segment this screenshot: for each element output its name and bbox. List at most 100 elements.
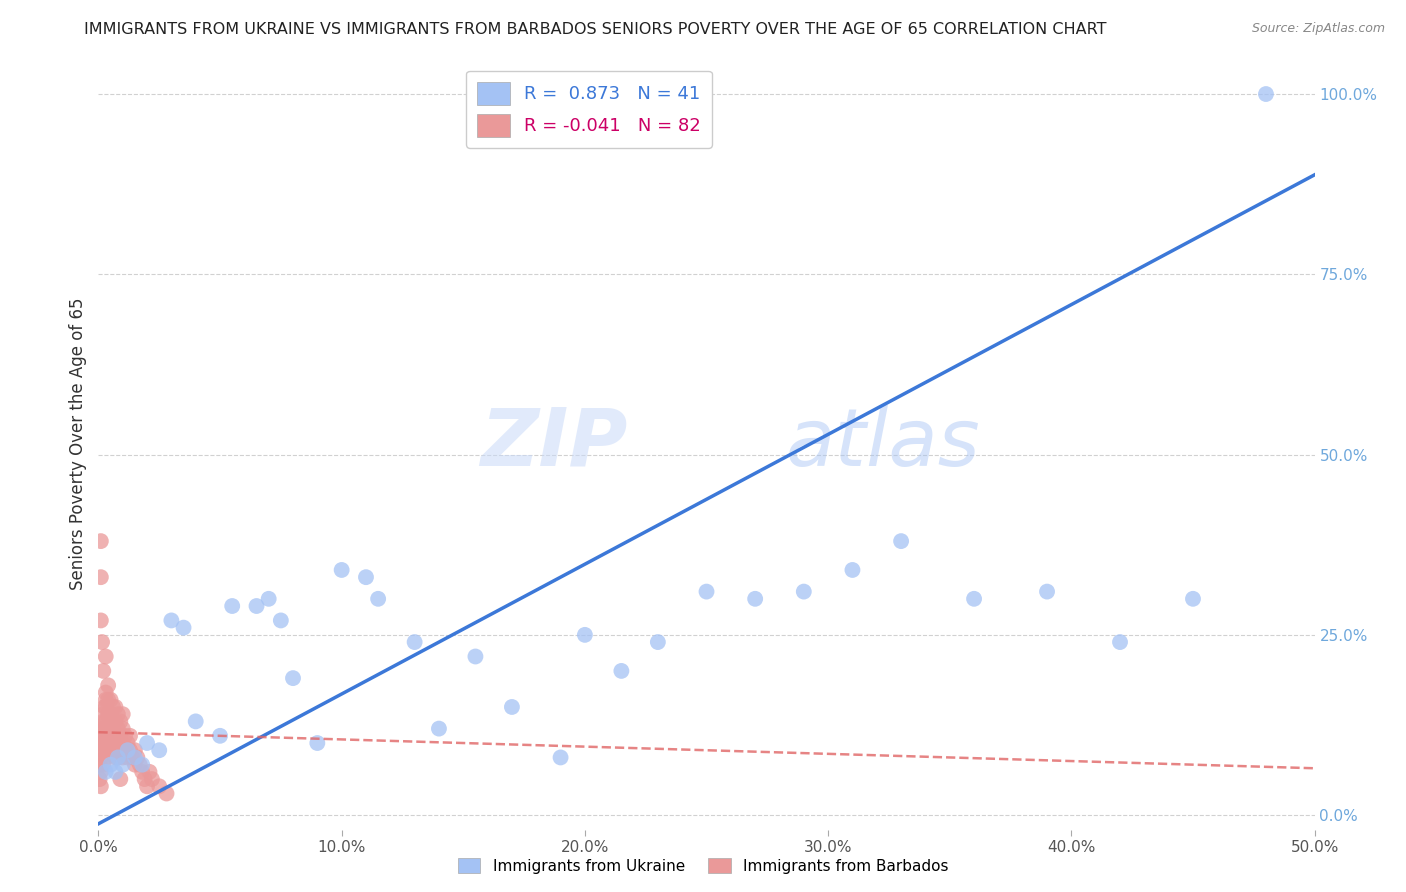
Point bbox=[367, 591, 389, 606]
Point bbox=[91, 743, 114, 757]
Point bbox=[117, 750, 139, 764]
Legend: Immigrants from Ukraine, Immigrants from Barbados: Immigrants from Ukraine, Immigrants from… bbox=[451, 852, 955, 880]
Point bbox=[127, 750, 149, 764]
Point bbox=[111, 707, 134, 722]
Point bbox=[90, 736, 112, 750]
Point bbox=[89, 772, 111, 786]
Point bbox=[91, 664, 114, 678]
Point bbox=[1109, 635, 1132, 649]
Point bbox=[94, 736, 117, 750]
Point bbox=[136, 736, 159, 750]
Point bbox=[281, 671, 304, 685]
Point bbox=[96, 729, 118, 743]
Point bbox=[94, 700, 117, 714]
Point bbox=[94, 692, 117, 706]
Point bbox=[100, 722, 122, 736]
Point bbox=[131, 757, 153, 772]
Point bbox=[110, 772, 132, 786]
Point bbox=[404, 635, 426, 649]
Point bbox=[91, 714, 114, 729]
Point bbox=[107, 750, 129, 764]
Point bbox=[117, 736, 139, 750]
Point bbox=[464, 649, 486, 664]
Point bbox=[91, 707, 114, 722]
Point bbox=[104, 750, 127, 764]
Point bbox=[148, 779, 170, 793]
Point bbox=[90, 764, 112, 779]
Point bbox=[91, 736, 114, 750]
Point bbox=[107, 750, 129, 764]
Point bbox=[173, 621, 195, 635]
Point bbox=[110, 729, 132, 743]
Point bbox=[90, 722, 112, 736]
Point bbox=[128, 757, 150, 772]
Point bbox=[91, 729, 114, 743]
Point bbox=[427, 722, 450, 736]
Y-axis label: Seniors Poverty Over the Age of 65: Seniors Poverty Over the Age of 65 bbox=[69, 298, 87, 590]
Point bbox=[101, 736, 124, 750]
Point bbox=[111, 757, 134, 772]
Point bbox=[550, 750, 572, 764]
Point bbox=[101, 736, 124, 750]
Point bbox=[155, 787, 177, 801]
Point bbox=[107, 707, 129, 722]
Point bbox=[97, 722, 120, 736]
Point bbox=[209, 729, 232, 743]
Text: atlas: atlas bbox=[786, 405, 980, 483]
Point bbox=[104, 714, 127, 729]
Point bbox=[141, 772, 163, 786]
Point bbox=[91, 743, 114, 757]
Point bbox=[104, 729, 127, 743]
Point bbox=[793, 584, 815, 599]
Point bbox=[100, 692, 122, 706]
Point bbox=[131, 764, 153, 779]
Point bbox=[307, 736, 329, 750]
Point bbox=[124, 757, 146, 772]
Point bbox=[94, 764, 117, 779]
Text: ZIP: ZIP bbox=[479, 405, 627, 483]
Point bbox=[574, 628, 596, 642]
Point bbox=[696, 584, 718, 599]
Point bbox=[160, 614, 183, 628]
Point bbox=[91, 635, 114, 649]
Point bbox=[93, 722, 115, 736]
Point bbox=[100, 707, 122, 722]
Point bbox=[963, 591, 986, 606]
Point bbox=[354, 570, 377, 584]
Text: Source: ZipAtlas.com: Source: ZipAtlas.com bbox=[1251, 22, 1385, 36]
Point bbox=[94, 714, 117, 729]
Point bbox=[100, 736, 122, 750]
Point bbox=[124, 750, 146, 764]
Point bbox=[94, 722, 117, 736]
Point bbox=[1036, 584, 1059, 599]
Legend: R =  0.873   N = 41, R = -0.041   N = 82: R = 0.873 N = 41, R = -0.041 N = 82 bbox=[467, 70, 711, 148]
Point bbox=[890, 534, 912, 549]
Point bbox=[111, 750, 134, 764]
Point bbox=[136, 779, 159, 793]
Point bbox=[100, 707, 122, 722]
Point bbox=[117, 743, 139, 757]
Point bbox=[270, 614, 292, 628]
Point bbox=[118, 729, 141, 743]
Point bbox=[90, 534, 112, 549]
Point bbox=[90, 570, 112, 584]
Point bbox=[94, 649, 117, 664]
Point bbox=[134, 772, 156, 786]
Point bbox=[104, 700, 127, 714]
Point bbox=[148, 743, 170, 757]
Point bbox=[841, 563, 863, 577]
Point bbox=[138, 764, 160, 779]
Point bbox=[90, 779, 112, 793]
Point bbox=[97, 707, 120, 722]
Point bbox=[90, 750, 112, 764]
Point bbox=[104, 743, 127, 757]
Point bbox=[91, 757, 114, 772]
Point bbox=[221, 599, 243, 613]
Point bbox=[100, 757, 122, 772]
Point bbox=[610, 664, 633, 678]
Point bbox=[93, 700, 115, 714]
Point bbox=[114, 729, 136, 743]
Point bbox=[744, 591, 766, 606]
Point bbox=[107, 736, 129, 750]
Point bbox=[1254, 87, 1277, 101]
